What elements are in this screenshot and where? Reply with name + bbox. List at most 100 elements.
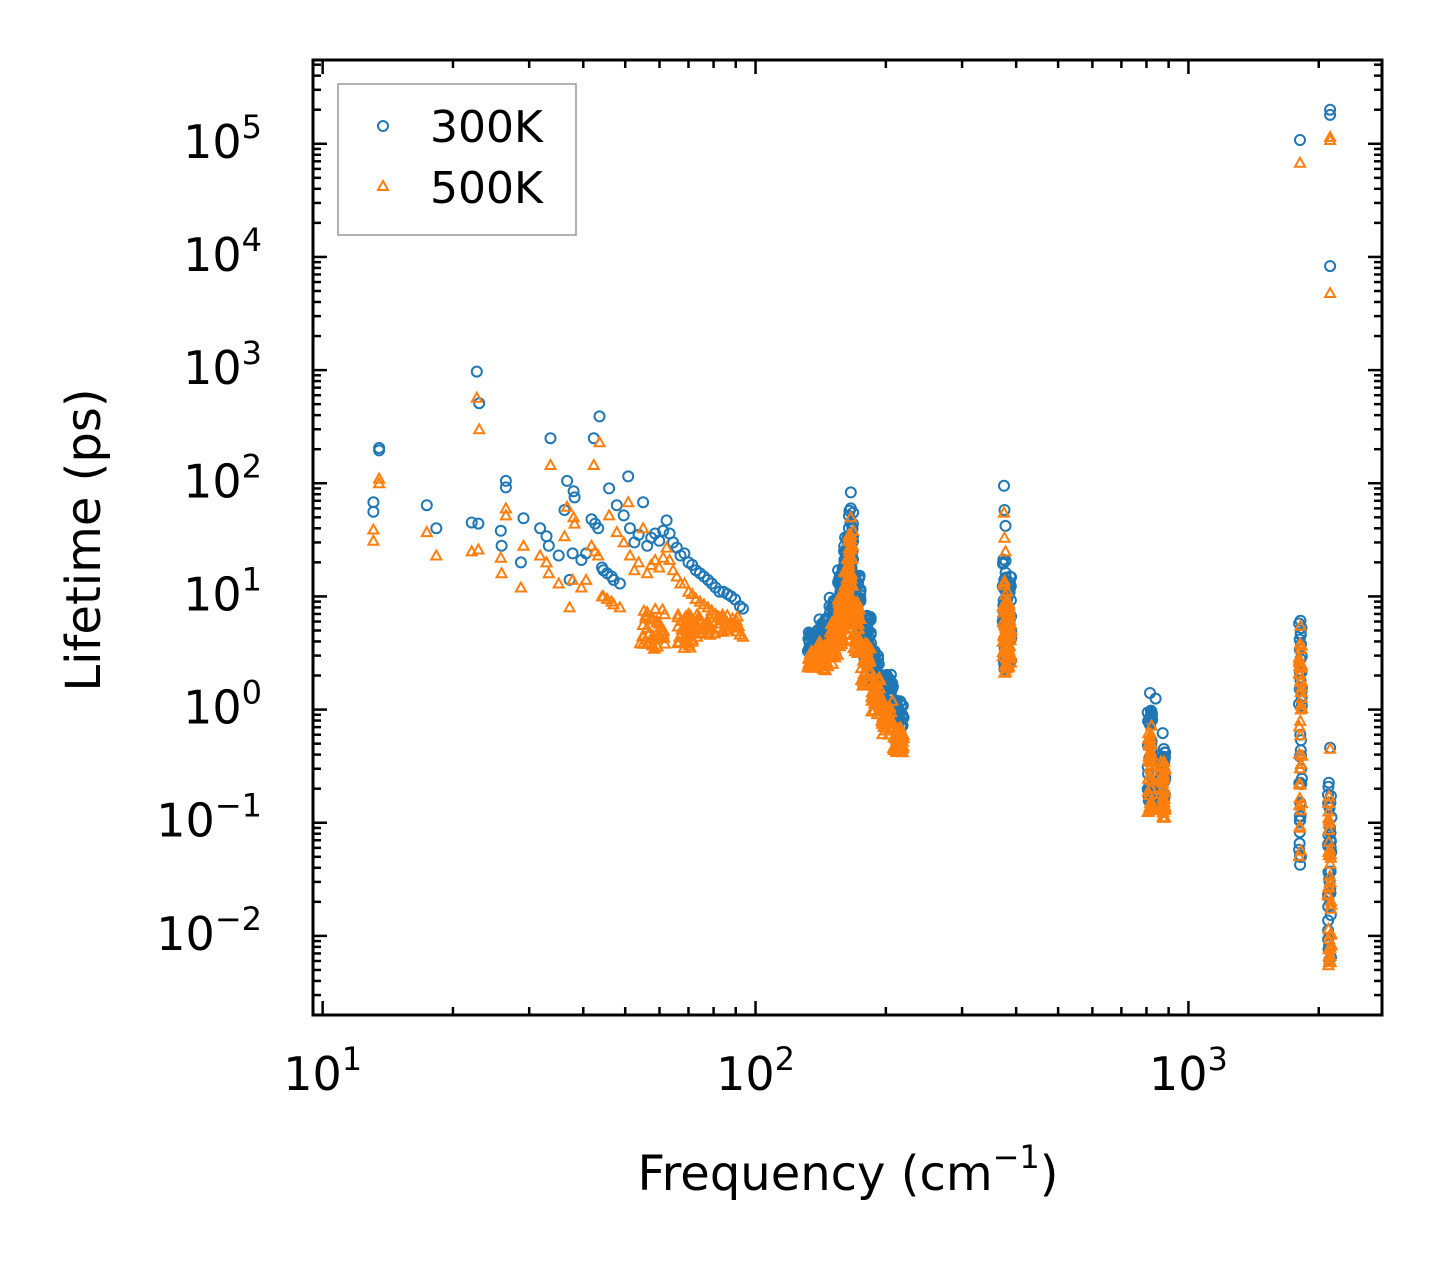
point-500K — [429, 548, 443, 561]
point-500K — [658, 636, 672, 649]
legend-label-500K: 500K — [430, 163, 544, 214]
point-300K — [733, 600, 746, 613]
point-500K — [470, 390, 484, 403]
point-500K — [1158, 763, 1172, 776]
point-300K — [534, 522, 547, 535]
point-500K — [997, 505, 1011, 518]
point-300K — [470, 365, 483, 378]
point-300K — [1322, 776, 1335, 789]
point-500K — [833, 638, 847, 651]
point-500K — [602, 508, 616, 521]
point-500K — [843, 577, 858, 590]
point-300K — [657, 524, 670, 537]
point-500K — [1294, 756, 1308, 769]
point-500K — [882, 727, 896, 740]
point-500K — [869, 676, 883, 689]
point-500K — [1321, 811, 1336, 824]
point-300K — [622, 470, 635, 483]
point-500K — [1322, 822, 1336, 835]
point-500K — [1141, 771, 1155, 784]
point-500K — [1323, 285, 1337, 298]
y-tick-label-base: 10 — [183, 681, 242, 735]
y-tick-label-exp: 4 — [242, 221, 262, 259]
point-500K — [670, 569, 684, 582]
point-500K — [613, 600, 627, 613]
point-500K — [846, 523, 860, 536]
point-300K — [617, 509, 630, 522]
point-500K — [671, 610, 685, 623]
point-500K — [640, 566, 654, 579]
point-500K — [666, 563, 680, 576]
point-500K — [623, 548, 637, 561]
point-300K — [568, 491, 581, 504]
point-500K — [606, 597, 621, 610]
point-500K — [659, 540, 674, 553]
y-tick-label: 103 — [183, 334, 262, 395]
point-500K — [1294, 702, 1308, 715]
point-300K — [1293, 814, 1306, 827]
point-500K — [516, 538, 531, 551]
point-300K — [713, 585, 726, 598]
point-500K — [997, 575, 1011, 588]
point-500K — [640, 620, 654, 633]
point-500K — [814, 643, 829, 656]
point-300K — [495, 539, 508, 552]
point-300K — [430, 522, 443, 535]
point-300K — [544, 432, 557, 445]
point-500K — [879, 709, 893, 722]
point-500K — [639, 609, 653, 622]
y-tick-label: 105 — [183, 108, 262, 169]
point-500K — [998, 544, 1013, 557]
point-500K — [711, 616, 726, 629]
point-500K — [372, 471, 386, 484]
point-500K — [1153, 786, 1168, 799]
point-300K — [624, 522, 636, 535]
point-500K — [842, 558, 856, 571]
legend-marker-500K — [376, 178, 390, 191]
x-axis-label-main: Frequency (cm — [637, 1146, 992, 1202]
x-tick-label-exp: 2 — [775, 1040, 795, 1078]
point-500K — [677, 620, 691, 633]
x-tick-label-base: 10 — [716, 1047, 775, 1101]
point-500K — [1158, 801, 1172, 814]
point-500K — [1001, 658, 1016, 671]
point-500K — [842, 584, 856, 597]
point-500K — [648, 552, 662, 565]
point-500K — [499, 508, 513, 521]
y-tick-label-exp: −1 — [215, 787, 262, 825]
point-300K — [593, 410, 606, 423]
x-tick-label: 103 — [1149, 1040, 1228, 1101]
point-500K — [1324, 894, 1338, 907]
point-500K — [621, 495, 635, 508]
y-tick-label-exp: 5 — [242, 108, 262, 146]
point-500K — [812, 650, 826, 663]
y-tick-label-base: 10 — [183, 228, 242, 282]
point-500K — [817, 662, 832, 675]
point-500K — [826, 656, 840, 669]
point-500K — [1294, 803, 1308, 816]
point-500K — [873, 673, 887, 686]
point-500K — [610, 525, 624, 538]
y-tick-label-base: 10 — [156, 794, 215, 848]
point-300K — [999, 519, 1012, 532]
point-500K — [1293, 790, 1307, 803]
legend-label-300K: 300K — [430, 102, 544, 153]
x-tick-label: 102 — [716, 1040, 795, 1101]
point-300K — [542, 539, 555, 552]
y-tick-label-exp: 3 — [242, 334, 262, 372]
point-500K — [855, 672, 870, 685]
point-500K — [1323, 955, 1338, 968]
point-500K — [627, 563, 642, 576]
point-500K — [893, 720, 908, 733]
point-500K — [675, 622, 689, 635]
point-500K — [587, 457, 601, 470]
point-500K — [1157, 791, 1172, 804]
point-500K — [646, 611, 660, 624]
point-500K — [1323, 129, 1337, 142]
point-500K — [1323, 132, 1337, 145]
point-500K — [1293, 728, 1307, 741]
point-500K — [1324, 847, 1338, 860]
point-300K — [592, 522, 605, 535]
point-500K — [579, 572, 593, 585]
